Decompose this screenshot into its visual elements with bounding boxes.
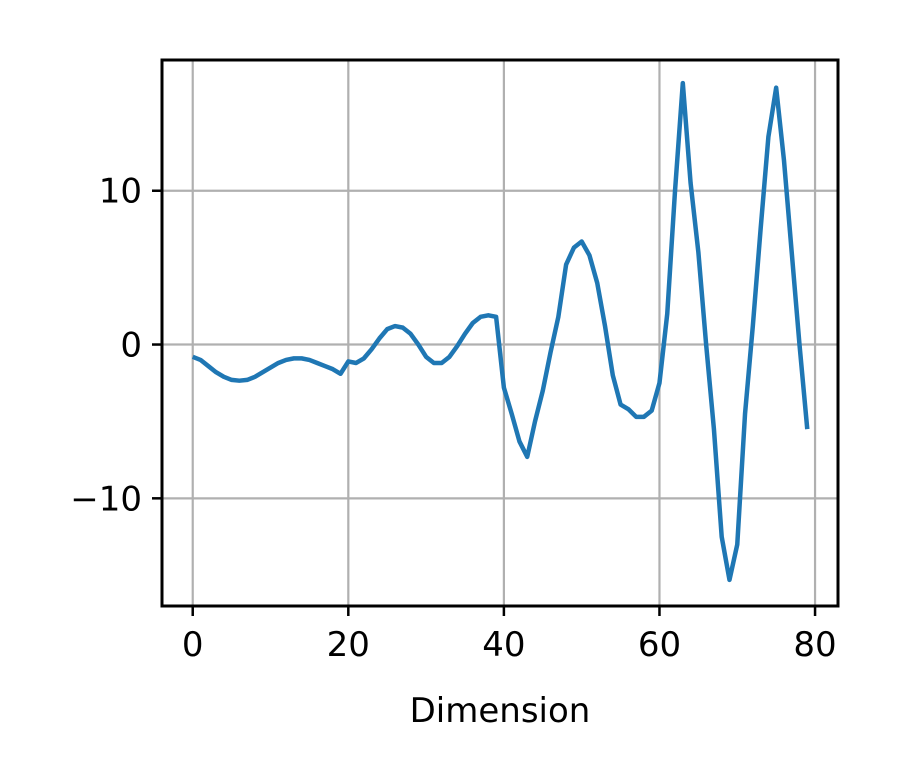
y-tick-label: 0 (120, 326, 142, 366)
x-axis-ticks: 0 20 40 60 80 (182, 606, 837, 665)
x-tick-label: 80 (793, 625, 836, 665)
series-line (191, 80, 810, 583)
y-axis-ticks: −10 0 10 (70, 172, 162, 519)
y-tick-label: −10 (70, 479, 142, 519)
plot-frame (160, 58, 840, 608)
x-tick-label: 40 (482, 625, 525, 665)
axes-frame (160, 58, 840, 608)
x-tick-label: 20 (327, 625, 370, 665)
y-tick-label: 10 (99, 172, 142, 212)
x-tick-label: 0 (182, 625, 204, 665)
x-axis-label: Dimension (410, 691, 591, 731)
x-tick-label: 60 (638, 625, 681, 665)
